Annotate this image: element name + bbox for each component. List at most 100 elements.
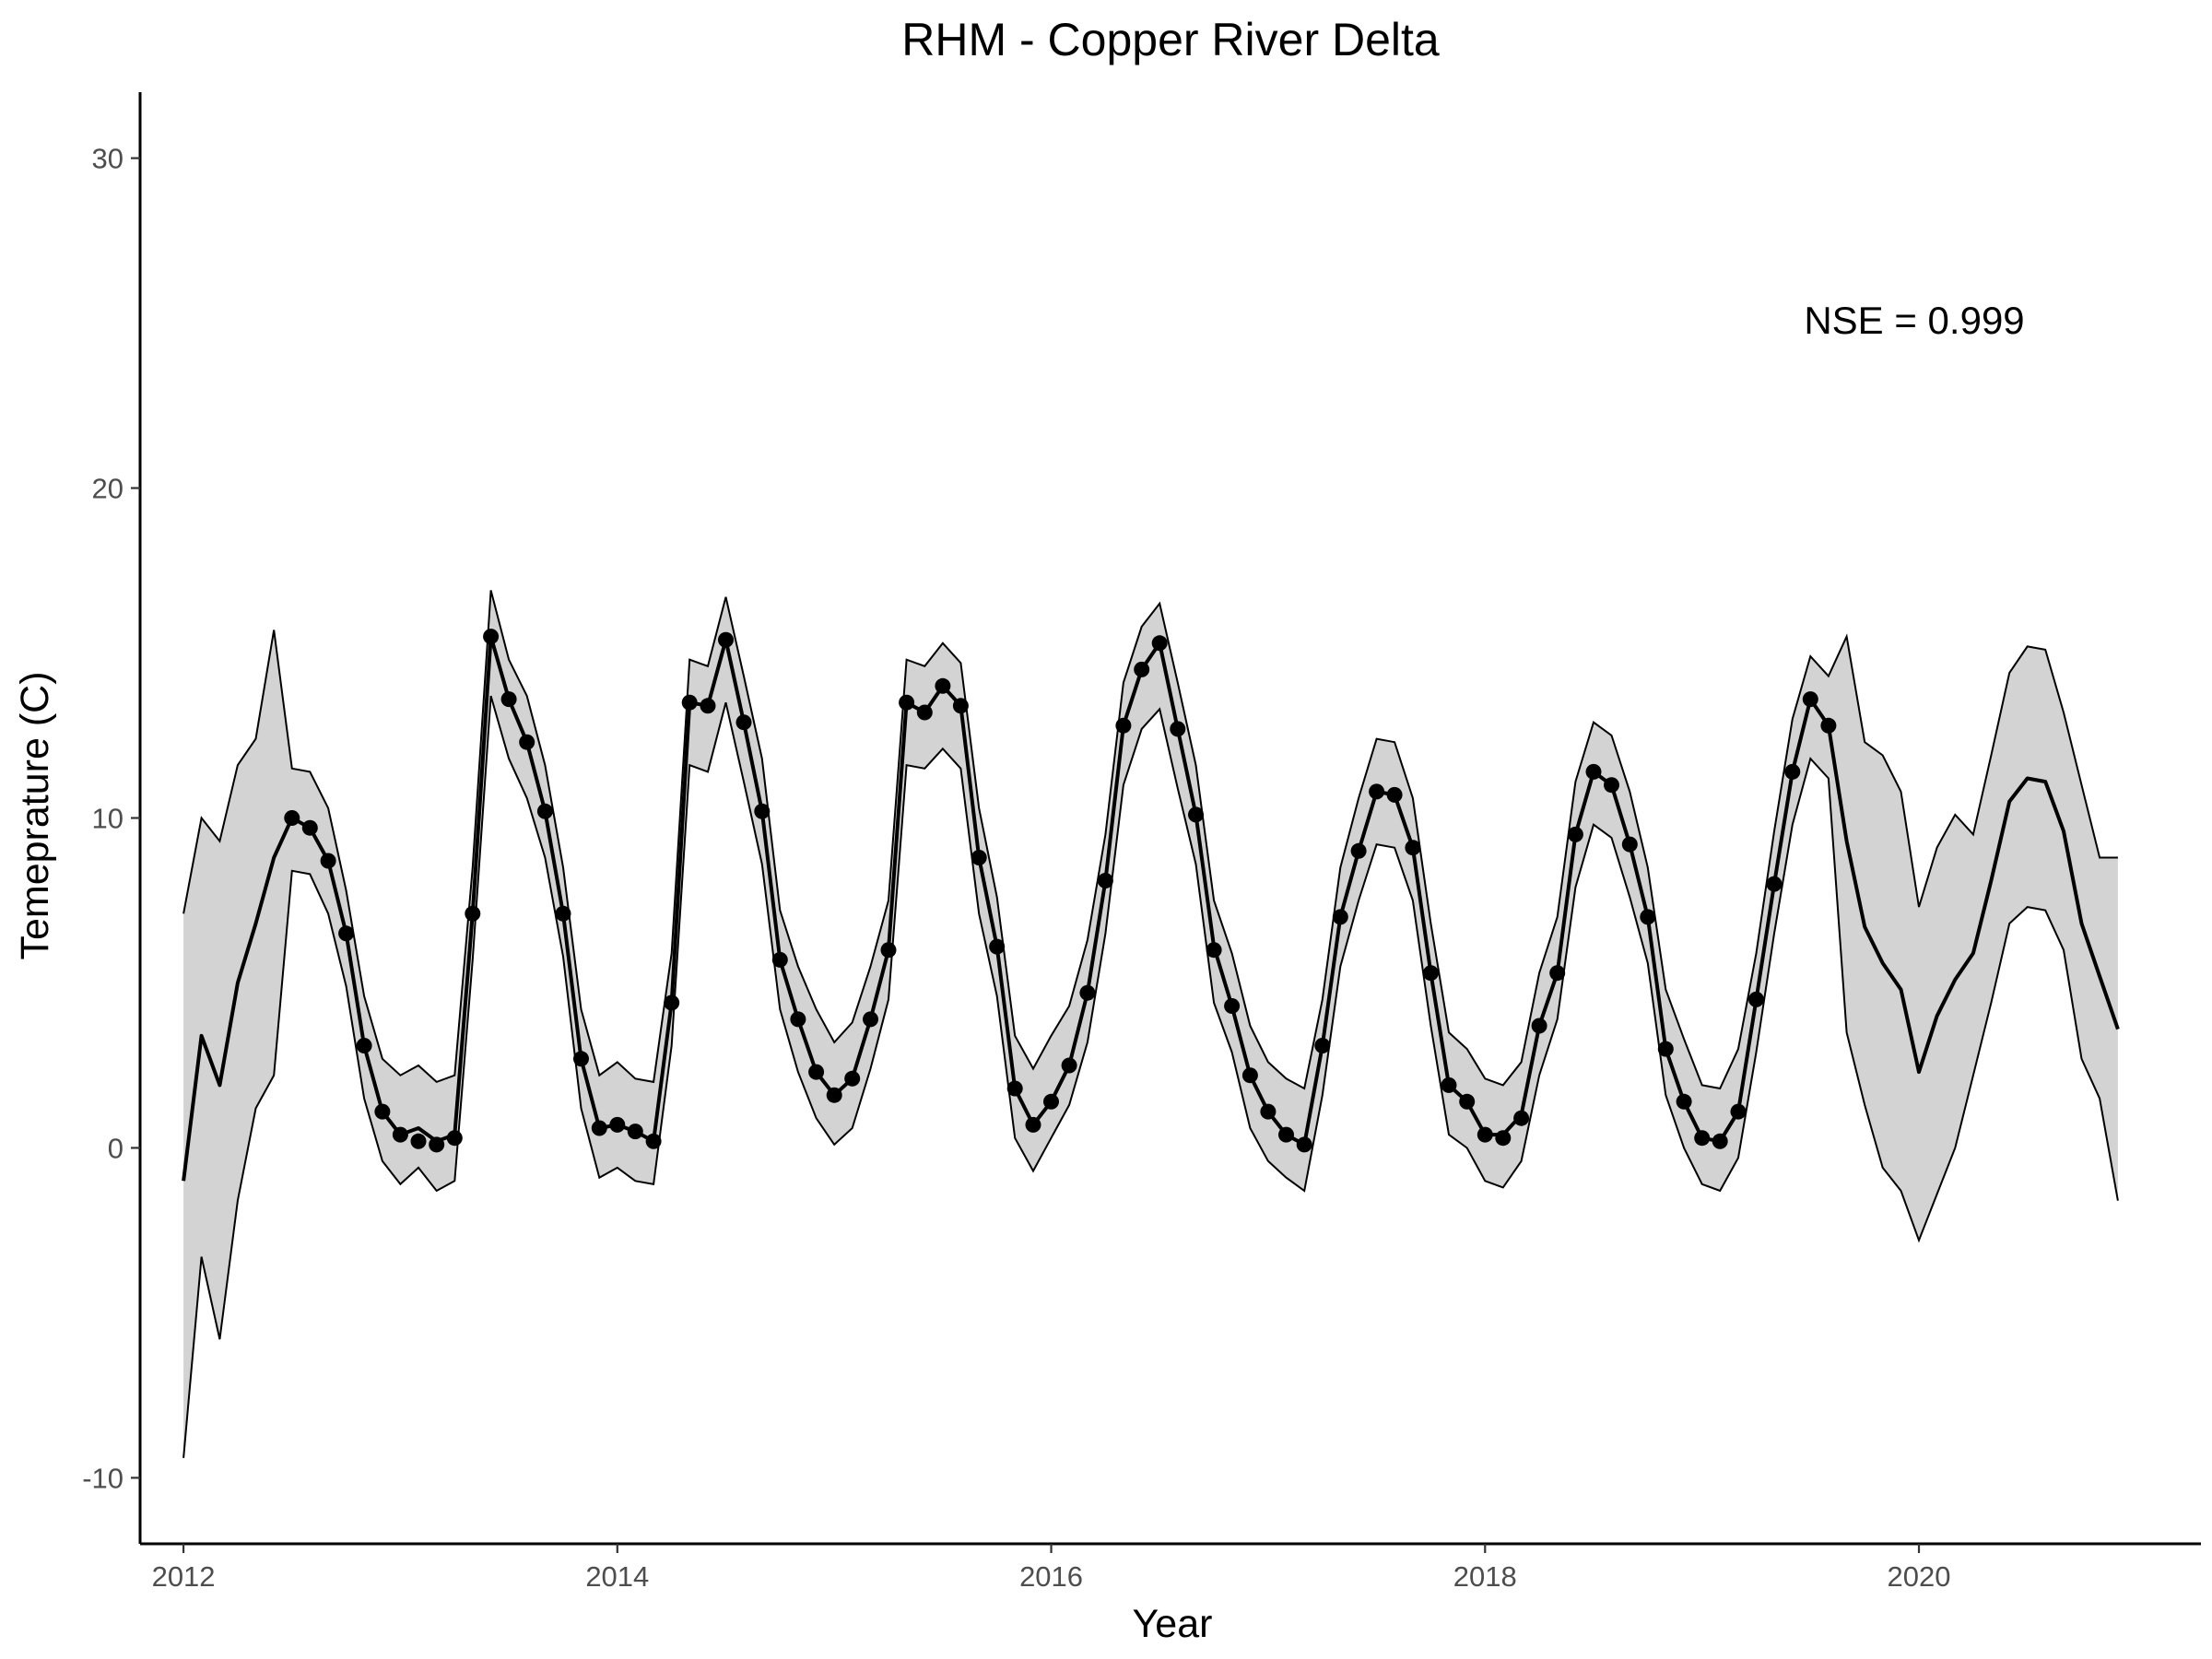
observed-point [989,938,1006,955]
plot-area [182,590,2120,1458]
observed-point [754,803,771,819]
observed-point [536,803,553,819]
observed-point [808,1064,825,1080]
observed-point [1350,842,1367,859]
observed-point [1170,721,1186,737]
observed-point [500,691,517,708]
observed-point [1621,836,1638,853]
observed-point [1061,1057,1077,1074]
observed-point [1296,1136,1312,1153]
observed-point [1459,1093,1476,1110]
observed-point [1531,1018,1547,1034]
observed-point [446,1130,463,1147]
observed-point [664,994,680,1011]
observed-point [1332,909,1348,925]
x-tick-label: 2020 [1888,1560,1951,1593]
observed-point [1441,1077,1457,1093]
observed-point [952,698,969,714]
observed-point [1730,1103,1747,1120]
observed-point [609,1116,626,1133]
observed-point [1549,965,1566,982]
chart-title: RHM - Copper River Delta [901,14,1440,65]
observed-point [1820,717,1837,734]
observed-point [410,1133,427,1149]
observed-point [880,942,897,959]
observed-point [1006,1080,1023,1097]
observed-point [1405,840,1421,856]
observed-point [1188,806,1204,823]
lower-bound-line [182,695,2119,1458]
observed-point [1604,777,1619,794]
observed-point [826,1087,842,1103]
observed-point [681,694,698,711]
observed-point [320,853,336,869]
observed-point [1278,1126,1294,1143]
observed-point [1422,965,1439,982]
observed-point [771,951,788,968]
observed-point [645,1133,662,1149]
observed-point [1513,1110,1530,1126]
y-tick-label: 20 [92,473,124,505]
observed-point [1224,998,1241,1014]
observed-point [790,1011,806,1028]
observed-point [1640,909,1656,925]
observed-point [1748,991,1764,1007]
observed-point [429,1136,445,1153]
observed-point [1079,984,1096,1001]
observed-point [899,694,915,711]
observed-point [1386,786,1403,803]
axes: -10 0 10 20 30 2012 2014 2016 2018 2020 [82,92,2201,1593]
y-axis-title: Temeprature (C) [13,671,57,959]
observed-point [1712,1133,1728,1149]
observed-point [1495,1130,1512,1147]
observed-point [844,1070,861,1087]
observed-point [916,704,933,721]
observed-point [301,819,318,836]
x-tick-label: 2014 [585,1560,649,1593]
y-tick-label: 10 [92,803,124,835]
observed-point [1134,661,1150,677]
observed-point [1585,763,1602,780]
observed-point [1314,1038,1331,1053]
y-tick-label: 0 [108,1132,124,1164]
observed-point [1676,1093,1692,1110]
observed-point [1369,783,1385,800]
observed-point [392,1126,408,1143]
observed-point [356,1038,372,1053]
observed-point [1477,1126,1493,1143]
observed-point [483,629,500,645]
y-tick-label: -10 [82,1462,124,1494]
y-tick-label: 30 [92,143,124,175]
x-axis-title: Year [1133,1602,1213,1646]
upper-bound-line [182,590,2118,1090]
observed-point [1766,876,1783,892]
observed-point [519,734,535,750]
observed-point [284,810,300,826]
x-tick-label: 2018 [1453,1560,1517,1593]
predicted-line [182,634,2120,1182]
observed-point [735,714,752,731]
observed-point [1657,1041,1674,1057]
observed-point [591,1120,607,1136]
observed-point [1241,1067,1258,1084]
observed-point [718,631,734,648]
observed-point [1097,873,1113,888]
x-tick-label: 2016 [1019,1560,1083,1593]
observed-point [1206,942,1222,959]
observed-point [1043,1093,1059,1110]
observed-point [573,1051,589,1067]
observed-point [1260,1103,1277,1120]
observed-point [1115,717,1132,734]
nse-annotation: NSE = 0.999 [1804,299,2024,342]
observed-point [1802,691,1818,708]
observed-point [971,850,987,865]
observed-point [338,925,355,942]
observed-point [700,698,716,714]
observed-point [465,905,481,922]
observed-point [555,905,571,922]
observed-point [1784,763,1801,780]
x-tick-label: 2012 [152,1560,216,1593]
observed-point [627,1124,643,1140]
